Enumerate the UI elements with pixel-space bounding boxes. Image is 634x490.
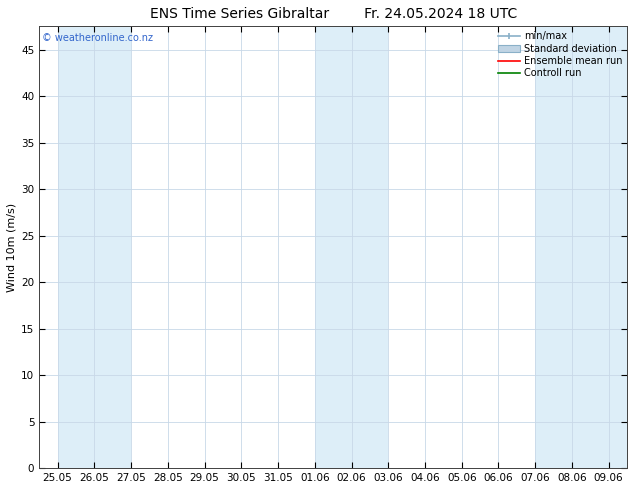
Bar xyxy=(535,26,627,468)
Y-axis label: Wind 10m (m/s): Wind 10m (m/s) xyxy=(7,203,17,292)
Bar xyxy=(314,26,388,468)
Bar xyxy=(58,26,131,468)
Title: ENS Time Series Gibraltar        Fr. 24.05.2024 18 UTC: ENS Time Series Gibraltar Fr. 24.05.2024… xyxy=(150,7,517,21)
Text: © weatheronline.co.nz: © weatheronline.co.nz xyxy=(42,33,153,43)
Legend: min/max, Standard deviation, Ensemble mean run, Controll run: min/max, Standard deviation, Ensemble me… xyxy=(496,29,624,80)
